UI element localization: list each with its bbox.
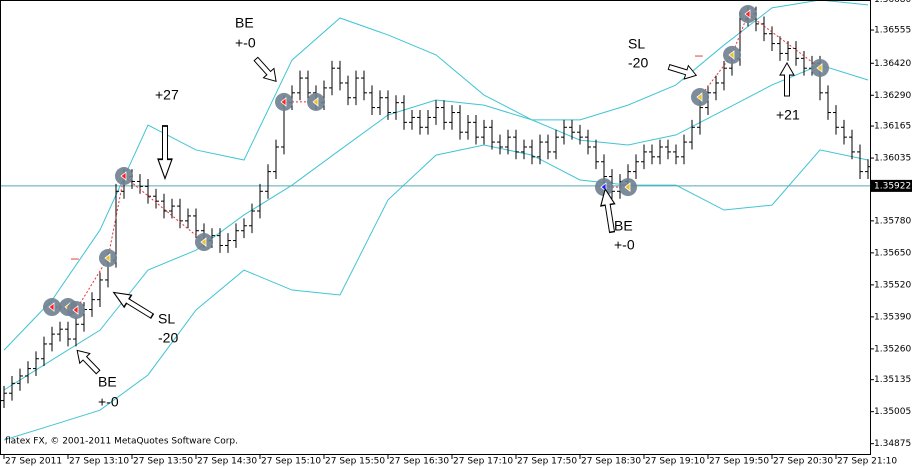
y-tick-label: 1.36290 xyxy=(874,91,911,101)
y-tick-label: 1.35005 xyxy=(874,407,911,417)
trade-icon xyxy=(728,50,735,60)
annotation: – xyxy=(695,47,703,63)
y-tick-label: 1.35260 xyxy=(874,344,911,354)
annotation: -20 xyxy=(158,330,178,346)
trade-icon xyxy=(744,9,751,19)
band-line xyxy=(3,64,869,391)
price-label-box xyxy=(870,179,912,192)
y-tick-label: 1.35650 xyxy=(874,248,911,258)
annotation: BE xyxy=(98,374,117,390)
price-label: 1.35922 xyxy=(874,181,911,191)
x-tick-label: 27 Sep 13:50 xyxy=(133,457,193,467)
x-tick-label: 27 Sep 19:10 xyxy=(645,457,705,467)
x-tick-label: 27 Sep 14:30 xyxy=(197,457,257,467)
trade-icon xyxy=(200,237,207,247)
annotation: +-0 xyxy=(98,394,119,410)
y-tick-label: 1.35135 xyxy=(874,375,911,385)
trade-icon xyxy=(48,302,55,312)
trade-icon xyxy=(312,97,319,107)
annotation: BE xyxy=(614,218,633,234)
x-tick-label: 27 Sep 17:10 xyxy=(453,457,513,467)
annotation: SL xyxy=(158,311,175,327)
y-tick-label: 1.36165 xyxy=(874,122,911,132)
x-tick-label: 27 Sep 16:30 xyxy=(389,457,449,467)
y-tick-label: 1.36555 xyxy=(874,26,911,36)
annotation: – xyxy=(71,250,79,266)
trade-link xyxy=(107,175,125,259)
trade-icon xyxy=(816,63,823,73)
band-line xyxy=(3,0,869,351)
y-tick-label: 1.34875 xyxy=(874,439,911,449)
copyright: flatex FX, © 2001-2011 MetaQuotes Softwa… xyxy=(5,437,238,447)
y-tick-label: 1.35390 xyxy=(874,312,911,322)
x-tick-label: 27 Sep 18:30 xyxy=(581,457,641,467)
trade-icon xyxy=(72,305,79,315)
plot-area xyxy=(0,0,871,441)
y-tick-label: 1.35780 xyxy=(874,216,911,226)
trade-link xyxy=(123,175,205,243)
plot-frame xyxy=(0,0,871,455)
y-tick-label: 1.35520 xyxy=(874,280,911,290)
x-tick-label: 27 Sep 17:50 xyxy=(517,457,577,467)
x-tick-label: 27 Sep 13:10 xyxy=(69,457,129,467)
x-tick-label: 27 Sep 15:10 xyxy=(261,457,321,467)
y-tick-label: 1.36035 xyxy=(874,154,911,164)
annotation: +27 xyxy=(155,87,179,103)
x-tick-label: 27 Sep 15:50 xyxy=(325,457,385,467)
x-tick-label: 27 Sep 21:10 xyxy=(837,457,897,467)
y-tick-label: 1.36420 xyxy=(874,59,911,69)
annotation: +-0 xyxy=(235,35,256,51)
x-tick-label: 27 Sep 20:30 xyxy=(773,457,833,467)
annotations: BE +-0 +27 SL -20 BE +-0 SL -20 +21 BE +… xyxy=(71,15,800,410)
annotation: +-0 xyxy=(614,237,635,253)
annotation: SL xyxy=(628,36,645,52)
y-tick-label: 1.36680 xyxy=(874,0,911,5)
annotation: BE xyxy=(235,15,254,31)
trade-icon xyxy=(280,97,287,107)
trade-icon xyxy=(120,171,127,181)
annotation: +21 xyxy=(776,107,800,123)
trade-link xyxy=(747,13,821,69)
x-tick-label: 27 Sep 19:50 xyxy=(709,457,769,467)
x-tick-label: 27 Sep 2011 xyxy=(5,457,62,467)
trade-icon xyxy=(104,253,111,263)
annotation: -20 xyxy=(628,55,648,71)
trade-icon xyxy=(624,182,631,192)
trade-icon xyxy=(696,92,703,102)
band-line xyxy=(3,144,869,441)
